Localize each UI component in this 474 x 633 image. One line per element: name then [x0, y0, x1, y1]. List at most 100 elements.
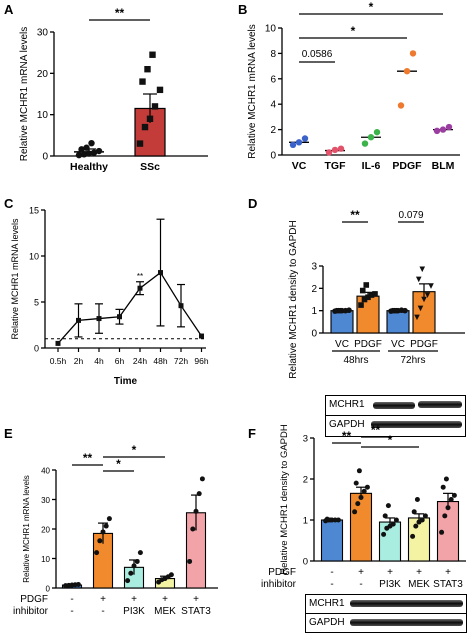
chart-d-y-tick-label: 1 [311, 306, 317, 317]
chart-a: 0 10 20 30 Relative MCHR1 mRNA levels Healthy… [19, 6, 208, 173]
chart-b-data-point [289, 141, 297, 149]
chart-d: 0 1 2 3 Relative MCHR1 density to GAPDH VC PDG… [288, 208, 465, 379]
blot-d-label-mchr1: MCHR1 [329, 399, 365, 410]
chart-e-data-point [94, 550, 100, 556]
chart-f-y-tick-label: 1 [303, 516, 308, 527]
chart-e-data-point [199, 476, 205, 482]
chart-f-data-point [358, 494, 364, 500]
chart-f-data-point [335, 517, 341, 523]
chart-f-data-point [385, 503, 391, 509]
chart-f-data-point [355, 501, 361, 507]
chart-e-x-tick-label: + [162, 594, 168, 605]
panel-a: 0 10 20 30 Relative MCHR1 mRNA levels Healthy… [0, 0, 215, 190]
chart-b-data-point [409, 50, 417, 57]
blot-d-band [371, 421, 462, 428]
chart-f-significance-label: * [388, 433, 393, 447]
chart-a-data-point [146, 115, 154, 122]
chart-e-row-label: PDGF [20, 594, 48, 605]
chart-c-x-tick-label: 6h [115, 356, 125, 366]
chart-d-y-tick-label: 2 [311, 284, 317, 295]
panel-label-a: A [4, 2, 14, 17]
chart-e-x-tick-label: - [101, 606, 104, 617]
chart-e-significance-label: ** [83, 451, 93, 465]
chart-b-x-tick-label: BLM [432, 160, 455, 172]
chart-b-y-tick-label: 4 [270, 100, 276, 111]
chart-c-data-point [96, 316, 102, 322]
chart-d-y-tick-label: 0 [311, 329, 317, 340]
chart-a-data-point [83, 144, 90, 151]
chart-b-data-point [301, 135, 309, 142]
chart-f-y-tick-label: 0 [303, 557, 308, 568]
chart-d-data-point [421, 296, 427, 303]
panel-c: 0 5 10 15 Relative MCHR1 mRNA levels 0.5h 2h 4h… [0, 194, 230, 394]
chart-c-y-tick-label: 5 [34, 298, 39, 308]
chart-a-data-point [85, 150, 93, 157]
chart-c: 0 5 10 15 Relative MCHR1 mRNA levels 0.5h 2h 4h… [10, 206, 209, 388]
chart-d-significance-label: ** [350, 208, 360, 222]
chart-e-data-point [103, 523, 109, 529]
chart-f-bar [320, 519, 344, 562]
chart-b-x-tick-label: TGF [325, 160, 347, 172]
chart-b-significance-label: * [351, 24, 356, 38]
chart-f-data-point [381, 531, 387, 537]
chart-c-data-point [178, 303, 184, 309]
chart-f-x-tick-label: + [445, 567, 451, 578]
chart-e-y-tick-label: 40 [41, 467, 50, 476]
chart-a-y-tick-label: 10 [37, 110, 49, 121]
chart-d-significance-label: 0.079 [398, 210, 423, 221]
chart-c-data-point [137, 285, 143, 291]
chart-e: 0 10 20 30 40 Relative MCHR1 mRNA levels PDGF -… [13, 443, 218, 617]
chart-d-data-point [393, 307, 400, 314]
chart-b-data-point [397, 102, 405, 109]
chart-f-data-point [413, 523, 419, 529]
chart-c-y-tick-label: 15 [29, 206, 39, 216]
chart-a-data-point [95, 147, 103, 155]
chart-f-data-point [451, 492, 457, 498]
chart-c-x-tick-label: 48h [153, 356, 167, 366]
chart-c-data-point [76, 317, 81, 323]
chart-e-data-point [193, 508, 199, 514]
chart-b-data-point [373, 128, 381, 136]
chart-f-x-tick-label: + [416, 567, 422, 578]
chart-e-data-point [75, 581, 81, 587]
chart-f-data-point [440, 484, 446, 490]
chart-d-data-point [417, 305, 424, 312]
panel-d: 0 1 2 3 Relative MCHR1 density to GAPDH VC PDG… [240, 194, 474, 394]
chart-f-data-point [356, 468, 362, 474]
chart-e-data-point [97, 538, 103, 544]
chart-f-data-point [393, 517, 399, 523]
chart-e-row-label: inhibitor [13, 606, 49, 617]
chart-d-data-point [372, 291, 378, 297]
blot-d-row-mchr1: MCHR1 [326, 396, 465, 414]
chart-d-data-point [424, 292, 431, 298]
chart-c-y-tick-label: 0 [34, 344, 39, 354]
chart-d-bar [356, 295, 380, 334]
chart-e-data-point [131, 563, 137, 569]
chart-f-data-point [414, 497, 420, 502]
chart-f-row-label: inhibitor [261, 579, 297, 590]
chart-e-x-tick-label: + [193, 594, 199, 605]
chart-b-data-point [445, 123, 453, 131]
chart-b-y-tick-label: 0 [270, 151, 276, 162]
chart-d-data-point [365, 294, 371, 301]
blot-f: MCHR1 GAPDH [305, 594, 467, 633]
chart-a-x-tick-label: SSc [140, 161, 160, 173]
blot-d-label-gapdh: GAPDH [329, 419, 365, 430]
blot-d: MCHR1 GAPDH [325, 395, 466, 437]
chart-a-data-point [156, 86, 164, 94]
chart-c-x-tick-label: 24h [133, 356, 147, 366]
chart-d-x-tick-label: VC [335, 339, 349, 350]
chart-f-data-point [443, 476, 449, 482]
chart-b-data-point [367, 134, 375, 141]
chart-e-x-tick-label: - [70, 594, 73, 605]
chart-e-y-tick-label: 30 [41, 496, 50, 505]
chart-f-data-point [411, 509, 417, 515]
chart-b-data-point [295, 139, 303, 146]
chart-a-data-point [139, 78, 146, 85]
blot-f-divider [306, 613, 466, 614]
chart-a-data-point [80, 151, 88, 158]
chart-a-y-axis-label: Relative MCHR1 mRNA levels [19, 27, 30, 161]
blot-d-band [418, 401, 462, 408]
chart-b-y-tick-label: 8 [270, 49, 276, 60]
chart-f-data-point [382, 513, 388, 519]
